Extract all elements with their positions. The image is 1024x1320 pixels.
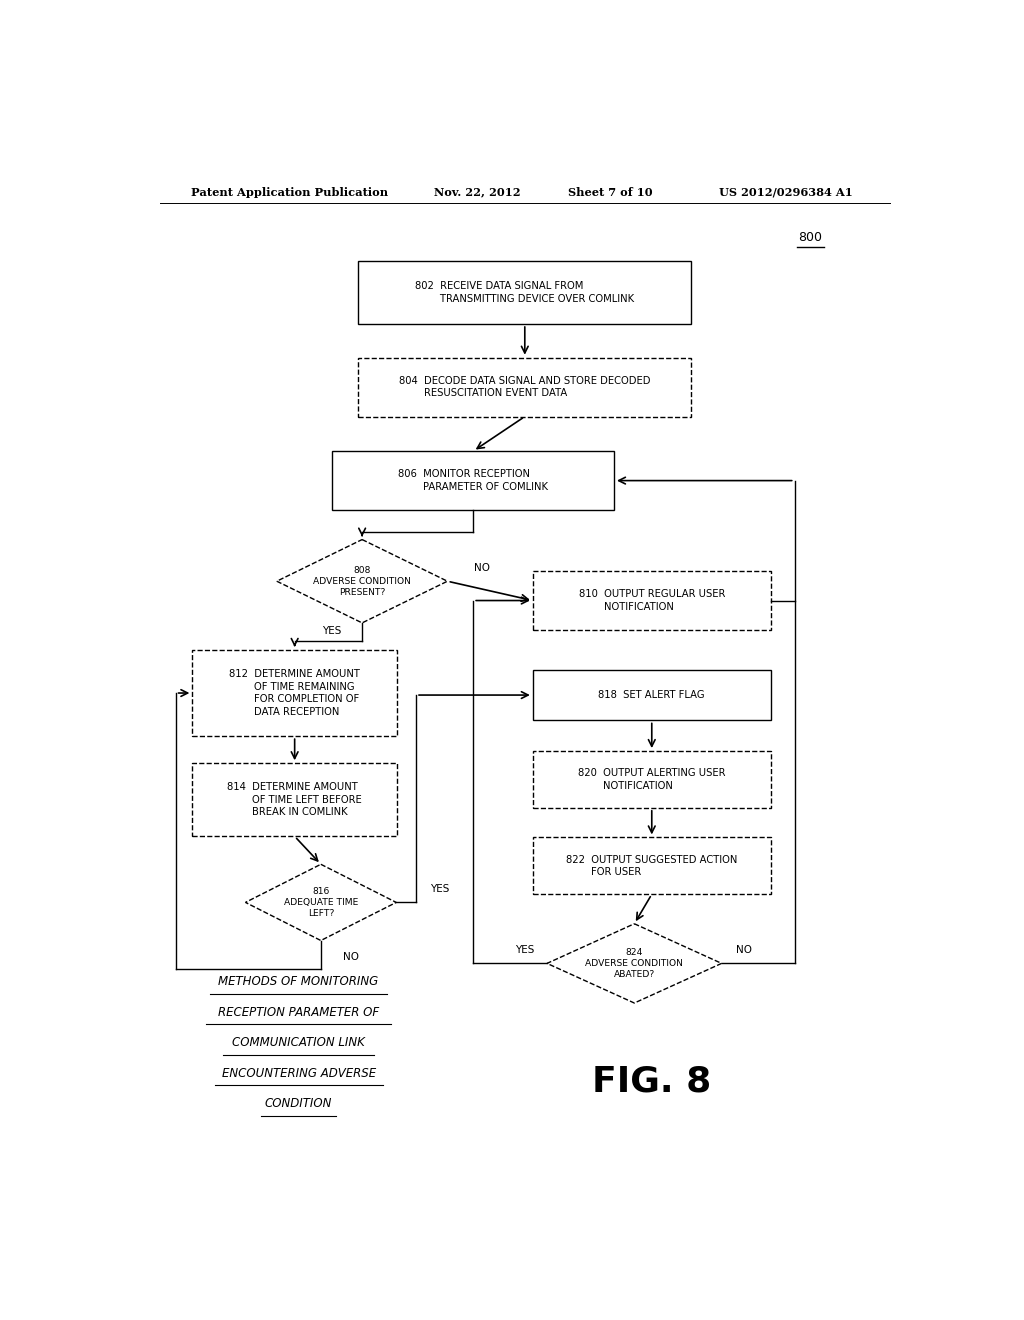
FancyBboxPatch shape [532,572,771,630]
FancyBboxPatch shape [193,763,397,837]
Text: 810  OUTPUT REGULAR USER
        NOTIFICATION: 810 OUTPUT REGULAR USER NOTIFICATION [579,589,725,611]
Text: US 2012/0296384 A1: US 2012/0296384 A1 [719,187,853,198]
Text: FIG. 8: FIG. 8 [592,1064,712,1098]
Text: RECEPTION PARAMETER OF: RECEPTION PARAMETER OF [218,1006,379,1019]
Text: 818  SET ALERT FLAG: 818 SET ALERT FLAG [598,690,706,700]
Text: Patent Application Publication: Patent Application Publication [191,187,389,198]
Text: ENCOUNTERING ADVERSE: ENCOUNTERING ADVERSE [221,1067,376,1080]
FancyBboxPatch shape [333,451,614,510]
Text: METHODS OF MONITORING: METHODS OF MONITORING [218,975,379,989]
Text: 824
ADVERSE CONDITION
ABATED?: 824 ADVERSE CONDITION ABATED? [586,948,683,979]
Text: YES: YES [430,884,450,894]
Text: NO: NO [736,945,752,956]
Text: 802  RECEIVE DATA SIGNAL FROM
        TRANSMITTING DEVICE OVER COMLINK: 802 RECEIVE DATA SIGNAL FROM TRANSMITTIN… [416,281,634,304]
Polygon shape [246,865,396,941]
Text: 822  OUTPUT SUGGESTED ACTION
        FOR USER: 822 OUTPUT SUGGESTED ACTION FOR USER [566,854,737,876]
FancyBboxPatch shape [358,358,691,417]
Text: 806  MONITOR RECEPTION
        PARAMETER OF COMLINK: 806 MONITOR RECEPTION PARAMETER OF COMLI… [398,470,548,492]
Text: 820  OUTPUT ALERTING USER
        NOTIFICATION: 820 OUTPUT ALERTING USER NOTIFICATION [578,768,726,791]
FancyBboxPatch shape [532,669,771,721]
Text: YES: YES [515,945,535,956]
Text: 816
ADEQUATE TIME
LEFT?: 816 ADEQUATE TIME LEFT? [284,887,358,917]
Text: 812  DETERMINE AMOUNT
        OF TIME REMAINING
        FOR COMPLETION OF
      : 812 DETERMINE AMOUNT OF TIME REMAINING F… [229,669,360,717]
Text: 814  DETERMINE AMOUNT
        OF TIME LEFT BEFORE
        BREAK IN COMLINK: 814 DETERMINE AMOUNT OF TIME LEFT BEFORE… [227,783,362,817]
Text: CONDITION: CONDITION [265,1097,333,1110]
Text: NO: NO [343,952,359,962]
Polygon shape [276,540,447,623]
Text: Sheet 7 of 10: Sheet 7 of 10 [568,187,653,198]
Text: 808
ADVERSE CONDITION
PRESENT?: 808 ADVERSE CONDITION PRESENT? [313,566,411,597]
Text: 804  DECODE DATA SIGNAL AND STORE DECODED
        RESUSCITATION EVENT DATA: 804 DECODE DATA SIGNAL AND STORE DECODED… [399,376,650,399]
FancyBboxPatch shape [193,649,397,737]
FancyBboxPatch shape [532,751,771,808]
Text: YES: YES [323,626,342,636]
Text: 800: 800 [799,231,822,244]
Text: NO: NO [474,564,490,573]
Polygon shape [547,924,722,1003]
Text: Nov. 22, 2012: Nov. 22, 2012 [433,187,520,198]
FancyBboxPatch shape [358,261,691,325]
Text: COMMUNICATION LINK: COMMUNICATION LINK [232,1036,366,1049]
FancyBboxPatch shape [532,837,771,894]
